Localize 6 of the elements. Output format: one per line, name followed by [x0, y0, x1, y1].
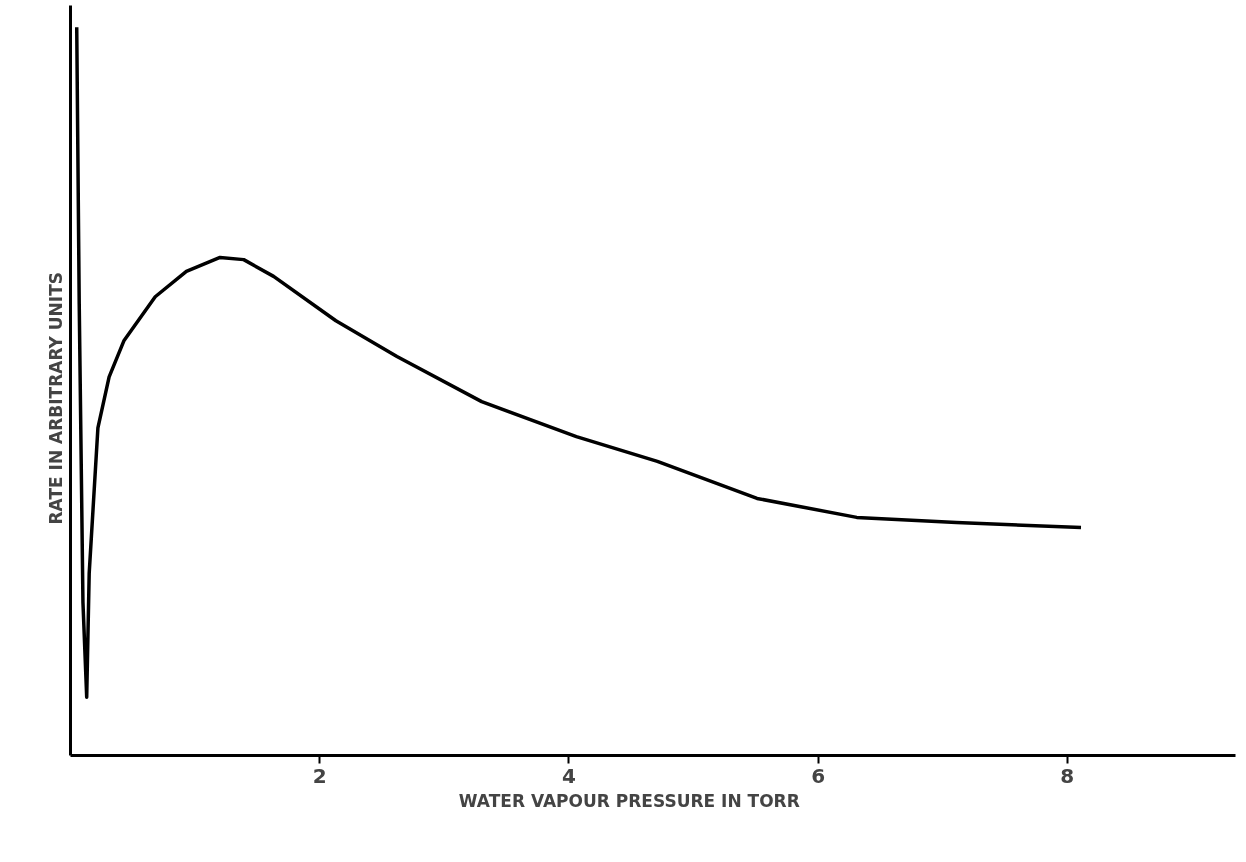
x-tick-label: 4	[561, 763, 576, 788]
x-tick-label: 6	[811, 763, 826, 788]
x-tick-label: 8	[1060, 763, 1075, 788]
x-tick-label: 2	[312, 763, 327, 788]
x-axis-title: WATER VAPOUR PRESSURE IN TORR	[458, 790, 800, 811]
y-axis-title: RATE IN ARBITRARY UNITS	[45, 272, 66, 525]
